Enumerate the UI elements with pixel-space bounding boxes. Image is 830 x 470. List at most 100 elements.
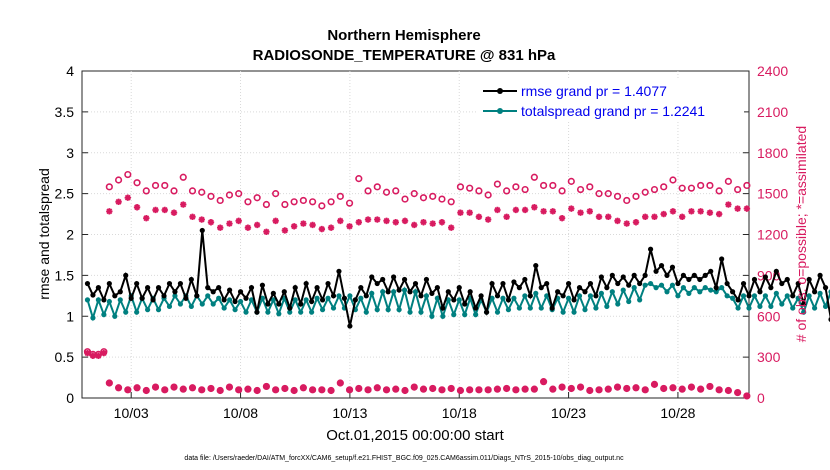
obs-assimilated-point (725, 387, 732, 394)
obs-assimilated-point (133, 384, 141, 391)
rmse-point (637, 280, 643, 287)
totalspread-point (494, 309, 501, 315)
rmse-point (719, 256, 725, 262)
obs-assimilated-point (577, 383, 584, 391)
obs-assimilated-point (244, 385, 252, 393)
rmse-point (128, 295, 134, 301)
rmse-point (697, 276, 703, 283)
rmse-point (270, 290, 276, 296)
totalspread-point (369, 290, 375, 296)
rmse-point (740, 280, 747, 287)
totalspread-point (533, 290, 539, 296)
obs-possible-point (272, 190, 280, 198)
rmse-point (806, 276, 812, 283)
obs-assimilated-point (411, 221, 418, 229)
totalspread-point (95, 297, 102, 303)
totalspread-point (363, 309, 369, 315)
obs-assimilated-point (586, 208, 593, 215)
rmse-point (396, 287, 402, 293)
rmse-point (702, 272, 708, 278)
totalspread-point (751, 293, 758, 299)
obs-assimilated-point (309, 386, 316, 394)
rmse-point (325, 280, 331, 287)
rmse-point (358, 285, 364, 291)
totalspread-point (205, 293, 211, 299)
chart-title-line-1: Northern Hemisphere (327, 27, 480, 44)
totalspread-point (287, 309, 293, 315)
obs-possible-point (466, 184, 474, 192)
obs-possible-point (447, 198, 455, 206)
obs-possible-point (678, 184, 686, 192)
totalspread-point (489, 295, 495, 301)
obs-assimilated-point (124, 386, 132, 394)
totalspread-point (117, 297, 123, 303)
totalspread-point (582, 307, 588, 313)
totalspread-point (609, 289, 615, 295)
obs-possible-point (456, 183, 465, 191)
rmse-point (254, 309, 260, 315)
obs-possible-point (336, 192, 344, 200)
totalspread-point (270, 297, 276, 303)
obs-possible-point (198, 188, 206, 196)
y-left-tick-label: 1.5 (55, 267, 75, 283)
obs-assimilated-point (272, 386, 279, 394)
obs-assimilated-point (89, 352, 97, 359)
y-right-tick-label: 1800 (757, 145, 788, 161)
obs-assimilated-point (327, 387, 335, 394)
totalspread-point (637, 297, 643, 303)
obs-assimilated-point (715, 386, 723, 394)
rmse-point (166, 280, 173, 287)
obs-assimilated-point (540, 208, 547, 215)
obs-assimilated-point (290, 223, 298, 230)
totalspread-point (123, 309, 129, 315)
totalspread-point (560, 309, 566, 315)
totalspread-point (708, 287, 714, 293)
totalspread-point (374, 307, 380, 313)
obs-assimilated-point (669, 384, 677, 391)
rmse-point (555, 289, 561, 295)
totalspread-point (303, 297, 309, 303)
obs-possible-point (225, 191, 234, 199)
obs-assimilated-point (124, 194, 132, 201)
obs-assimilated-point (706, 383, 714, 390)
obs-assimilated-point (448, 385, 455, 392)
totalspread-point (812, 305, 818, 311)
obs-assimilated-point (595, 386, 603, 394)
rmse-point (768, 285, 774, 291)
x-tick-label: 10/13 (332, 405, 367, 421)
legend-marker-totalspread (497, 108, 503, 114)
rmse-point (145, 285, 151, 291)
rmse-point (527, 293, 533, 299)
totalspread-point (418, 309, 424, 315)
totalspread-point (325, 295, 331, 301)
rmse-point (134, 280, 140, 287)
obs-possible-point (530, 173, 538, 181)
totalspread-point (336, 293, 342, 299)
obs-assimilated-point (503, 385, 510, 392)
obs-assimilated-point (263, 383, 270, 390)
rmse-point (155, 285, 162, 291)
y-left-tick-label: 1 (66, 308, 74, 324)
obs-assimilated-point (207, 219, 215, 226)
totalspread-point (724, 293, 730, 299)
totalspread-point (172, 293, 178, 299)
rmse-point (314, 285, 320, 291)
totalspread-point (784, 293, 790, 299)
totalspread-point (423, 293, 430, 299)
rmse-point (817, 272, 823, 278)
x-tick-label: 10/08 (223, 405, 258, 421)
rmse-point (341, 295, 348, 301)
rmse-point (101, 297, 107, 303)
totalspread-point (243, 309, 249, 315)
totalspread-point (511, 295, 517, 301)
rmse-point (391, 274, 397, 280)
obs-possible-point (170, 187, 178, 195)
y-right-tick-label: 2400 (757, 63, 788, 79)
totalspread-point (473, 312, 479, 318)
obs-assimilated-point (84, 349, 91, 357)
y-right-tick-label: 1500 (757, 186, 788, 202)
obs-assimilated-point (189, 213, 196, 220)
obs-assimilated-point (235, 217, 242, 225)
rmse-point (686, 276, 692, 283)
totalspread-point (779, 301, 785, 307)
